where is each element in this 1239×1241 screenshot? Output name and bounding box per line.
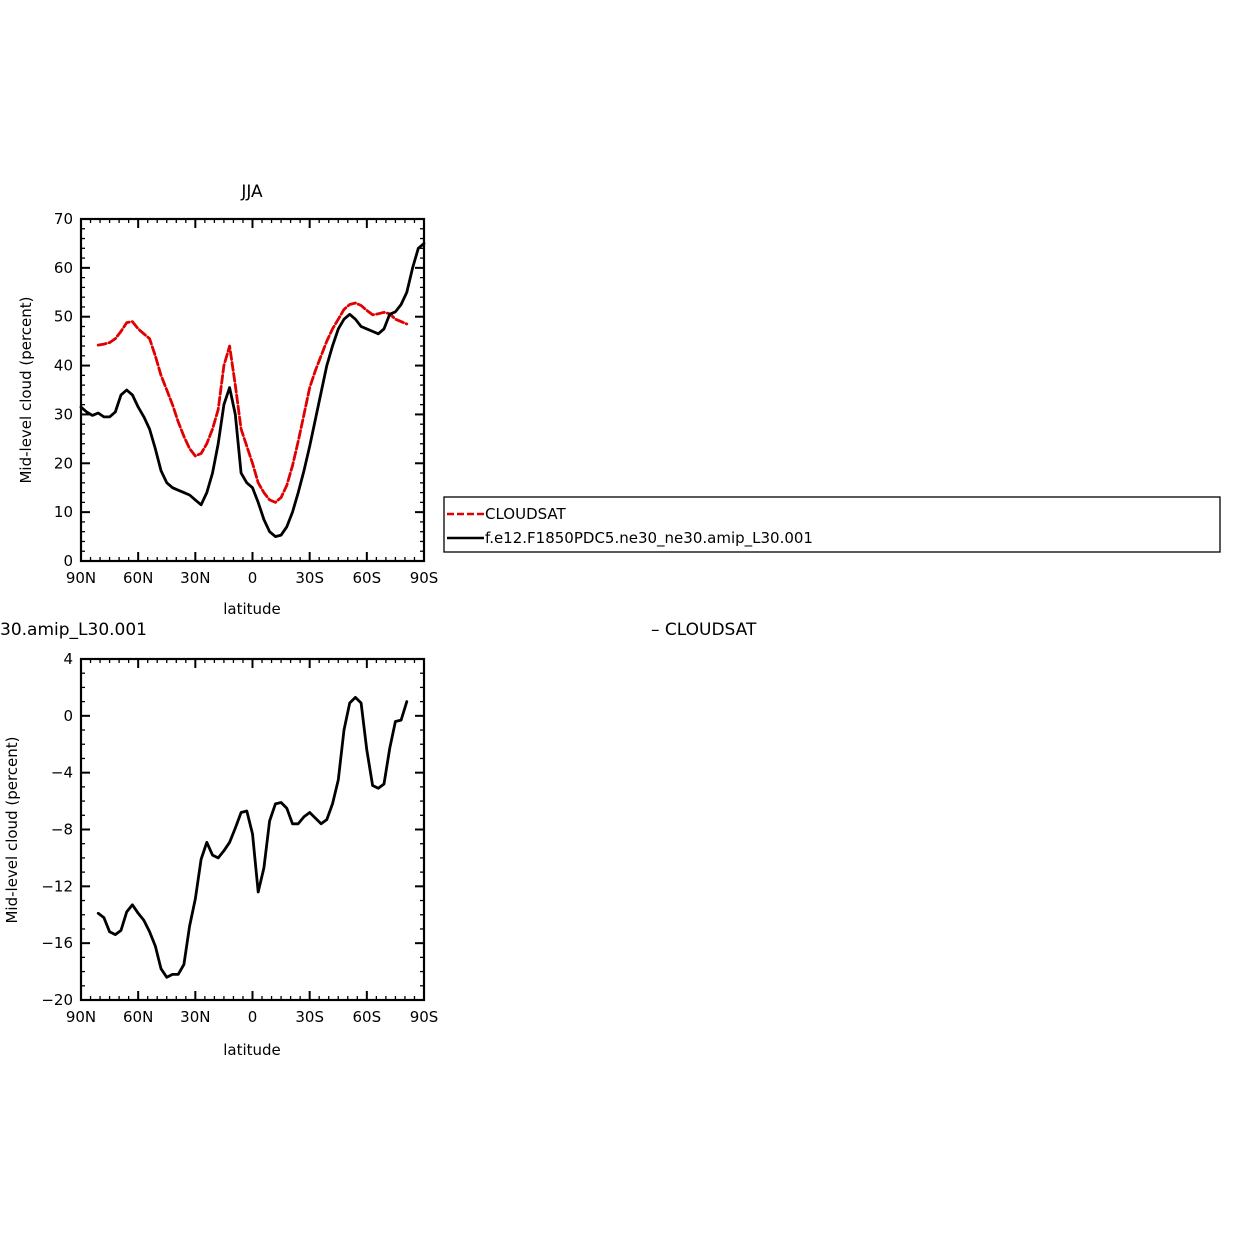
top-y-tick-label: 30 bbox=[54, 405, 73, 423]
bottom-y-tick-label: −12 bbox=[41, 877, 73, 895]
bottom-y-tick-label: −4 bbox=[51, 764, 73, 782]
top-y-tick-label: 50 bbox=[54, 308, 73, 326]
top-x-tick-label: 30N bbox=[180, 569, 210, 587]
bottom-x-tick-label: 90N bbox=[66, 1008, 96, 1026]
legend-label-model: f.e12.F1850PDC5.ne30_ne30.amip_L30.001 bbox=[485, 529, 813, 548]
bottom-x-tick-label: 0 bbox=[248, 1008, 258, 1026]
bottom-x-tick-label: 30S bbox=[295, 1008, 324, 1026]
legend-frame bbox=[443, 496, 1221, 553]
bottom-x-tick-label: 60N bbox=[123, 1008, 153, 1026]
bottom-y-tick-label: −20 bbox=[41, 991, 73, 1009]
bottom-y-tick-label: 0 bbox=[63, 707, 73, 725]
bottom-chart-title-right: – CLOUDSAT bbox=[651, 620, 757, 640]
top-panel: JJA latitude Mid-level cloud (percent) 9… bbox=[17, 182, 438, 618]
top-series-line-0 bbox=[96, 301, 409, 504]
bottom-x-tick-label: 60S bbox=[353, 1008, 382, 1026]
bottom-y-tick-label: 4 bbox=[63, 650, 73, 668]
bottom-panel: 30.amip_L30.001 – CLOUDSAT latitude Mid-… bbox=[0, 620, 757, 1059]
top-y-tick-label: 60 bbox=[54, 259, 73, 277]
bottom-series-line-0 bbox=[96, 696, 409, 979]
top-x-tick-label: 60N bbox=[123, 569, 153, 587]
bottom-plot-area: 90N 60N 30N 0 30S 60S 90S −20 −16 −12 −8 −4 0 4 bbox=[41, 650, 438, 1026]
bottom-y-tick-label: −8 bbox=[51, 821, 73, 839]
top-x-tick-label: 30S bbox=[295, 569, 324, 587]
legend: CLOUDSAT f.e12.F1850PDC5.ne30_ne30.amip_… bbox=[443, 496, 1221, 553]
top-plot-area: 90N 60N 30N 0 30S 60S 90S 0 10 20 30 40 50 60 70 bbox=[54, 210, 438, 587]
top-series-line-1 bbox=[79, 241, 426, 538]
top-chart-title: JJA bbox=[240, 182, 263, 202]
top-x-tick-label: 0 bbox=[248, 569, 258, 587]
legend-label-cloudsat: CLOUDSAT bbox=[485, 505, 567, 523]
bottom-chart-title-left: 30.amip_L30.001 bbox=[0, 620, 147, 640]
bottom-x-tick-label: 30N bbox=[180, 1008, 210, 1026]
top-x-axis-title: latitude bbox=[223, 600, 281, 618]
top-x-tick-label: 90N bbox=[66, 569, 96, 587]
top-y-tick-label: 0 bbox=[63, 552, 73, 570]
top-y-tick-label: 40 bbox=[54, 357, 73, 375]
bottom-y-axis-title: Mid-level cloud (percent) bbox=[3, 736, 21, 923]
top-y-tick-label: 10 bbox=[54, 503, 73, 521]
bottom-x-tick-label: 90S bbox=[410, 1008, 439, 1026]
top-x-tick-label: 90S bbox=[410, 569, 439, 587]
bottom-x-axis-title: latitude bbox=[223, 1041, 281, 1059]
bottom-y-tick-label: −16 bbox=[41, 934, 73, 952]
top-x-tick-label: 60S bbox=[353, 569, 382, 587]
top-y-axis-title: Mid-level cloud (percent) bbox=[17, 296, 35, 483]
top-y-tick-label: 70 bbox=[54, 210, 73, 228]
top-y-tick-label: 20 bbox=[54, 454, 73, 472]
